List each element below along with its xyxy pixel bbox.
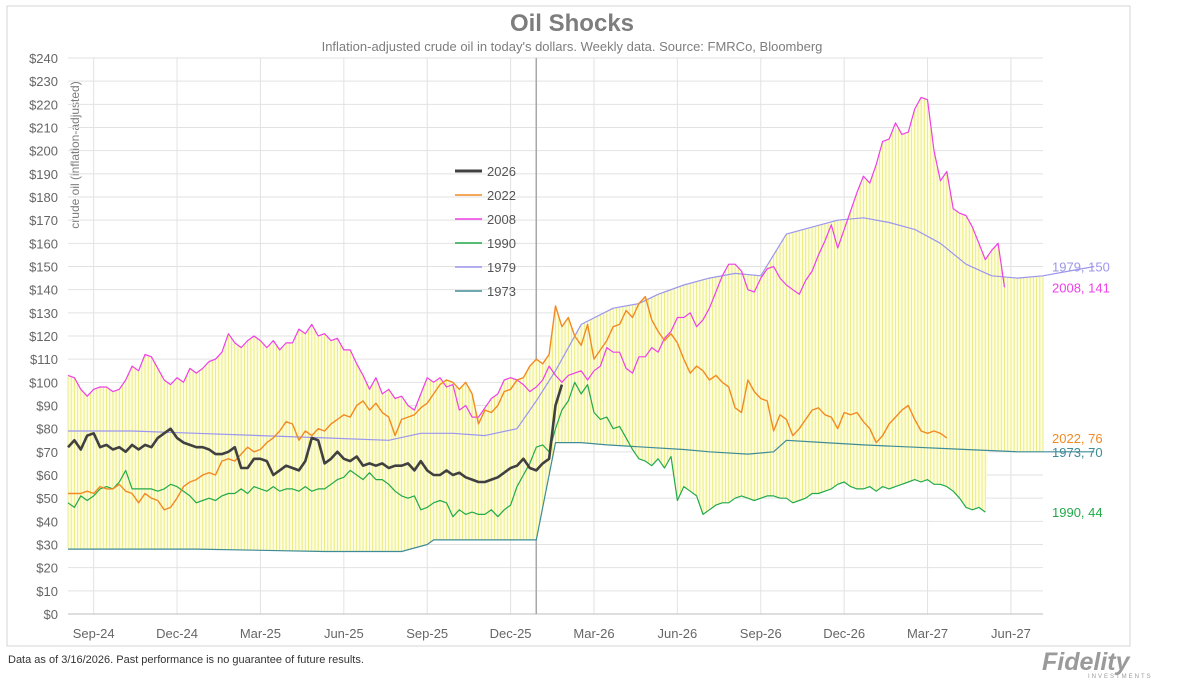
end-label-1979: 1979, 150	[1052, 260, 1110, 275]
x-tick-label: Jun-25	[324, 626, 364, 641]
x-tick-label: Dec-26	[823, 626, 865, 641]
end-label-1990: 1990, 44	[1052, 505, 1103, 520]
y-tick-label: $100	[29, 375, 58, 390]
y-tick-label: $130	[29, 306, 58, 321]
end-label-2022: 2022, 76	[1052, 431, 1103, 446]
y-tick-label: $60	[36, 468, 58, 483]
x-tick-label: Mar-26	[573, 626, 614, 641]
y-tick-label: $20	[36, 561, 58, 576]
x-tick-label: Sep-25	[406, 626, 448, 641]
series-line-1990	[67, 381, 986, 518]
y-axis-ticks: $0 $10 $20 $30 $40 $50 $60 $70 $80 $90 $100 $110 $12…	[29, 51, 58, 622]
y-tick-label: $50	[36, 491, 58, 506]
x-axis-ticks: Sep-24 Dec-24 Mar-25 Jun-25 Sep-25 Dec-25 Mar-…	[73, 626, 1031, 641]
y-tick-label: $120	[29, 329, 58, 344]
series-line-2008	[67, 96, 1006, 418]
footer-disclaimer: Data as of 3/16/2026. Past performance i…	[8, 654, 364, 666]
y-tick-label: $230	[29, 74, 58, 89]
y-tick-label: $220	[29, 97, 58, 112]
y-tick-label: $40	[36, 514, 58, 529]
y-tick-label: $0	[44, 607, 58, 622]
x-tick-label: Jun-27	[991, 626, 1031, 641]
y-tick-label: $210	[29, 121, 58, 136]
y-tick-label: $190	[29, 167, 58, 182]
series-line-1979	[68, 217, 1095, 441]
y-tick-label: $170	[29, 213, 58, 228]
legend-label-1990: 1990	[487, 236, 516, 251]
fidelity-logo-subtext: INVESTMENTS	[1088, 674, 1153, 680]
fidelity-logo: Fidelity	[1042, 648, 1130, 676]
x-tick-label: Sep-24	[73, 626, 115, 641]
y-tick-label: $80	[36, 422, 58, 437]
y-tick-label: $140	[29, 283, 58, 298]
y-tick-label: $70	[36, 445, 58, 460]
legend: 2026 2022 2008 1990 1979 1973	[455, 164, 516, 299]
y-tick-label: $110	[30, 352, 58, 367]
legend-label-2008: 2008	[487, 212, 516, 227]
legend-label-1979: 1979	[487, 260, 516, 275]
y-tick-label: $180	[29, 190, 58, 205]
x-tick-label: Dec-25	[490, 626, 532, 641]
x-tick-label: Sep-26	[740, 626, 782, 641]
chart-subtitle: Inflation-adjusted crude oil in today's …	[322, 39, 823, 54]
x-tick-label: Dec-24	[156, 626, 198, 641]
x-tick-label: Mar-25	[240, 626, 281, 641]
y-tick-label: $160	[29, 236, 58, 251]
legend-label-2026: 2026	[487, 164, 516, 179]
y-tick-label: $200	[29, 144, 58, 159]
series-line-2026	[67, 384, 564, 484]
y-axis-label: crude oil (inflation-adjusted)	[68, 81, 82, 228]
x-tick-label: Mar-27	[907, 626, 948, 641]
x-tick-label: Jun-26	[658, 626, 698, 641]
y-tick-label: $240	[29, 51, 58, 66]
end-label-2008: 2008, 141	[1052, 280, 1110, 295]
chart-title: Oil Shocks	[510, 10, 634, 37]
series-line-1973	[68, 439, 1095, 553]
series-lines	[67, 96, 1095, 553]
y-tick-label: $10	[36, 584, 58, 599]
y-tick-label: $90	[36, 399, 58, 414]
y-tick-label: $30	[36, 538, 58, 553]
legend-label-1973: 1973	[487, 284, 516, 299]
series-line-2022	[68, 295, 948, 511]
y-tick-label: $150	[29, 260, 58, 275]
end-label-1973: 1973, 70	[1052, 445, 1103, 460]
legend-label-2022: 2022	[487, 188, 516, 203]
